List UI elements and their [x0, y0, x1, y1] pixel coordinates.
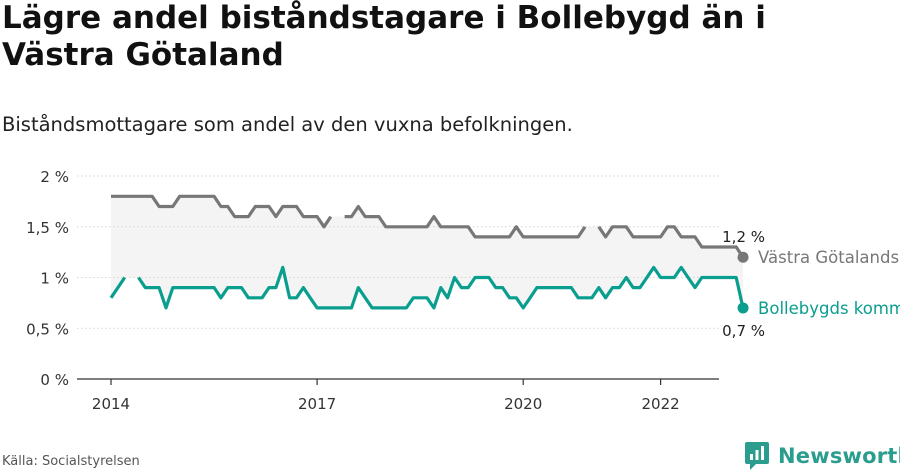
- brand-logo: Newsworthy: [744, 441, 900, 471]
- x-tick-label: 2017: [298, 395, 336, 413]
- x-tick-label: 2014: [92, 395, 130, 413]
- chart-subtitle: Biståndsmottagare som andel av den vuxna…: [2, 113, 573, 136]
- series-end-marker-1: [737, 302, 749, 314]
- series-line-1: [109, 265, 745, 310]
- series-name-label-0: Västra Götalands län: [758, 248, 900, 267]
- series-labels: Västra Götalands län 1,2 % Bollebygds komm…: [722, 228, 900, 340]
- y-tick-label: 1,5 %: [26, 219, 69, 237]
- x-tick-label: 2022: [642, 395, 680, 413]
- chart-title: Lägre andel biståndstagare i Bollebygd ä…: [2, 0, 766, 73]
- range-band-layer: [111, 196, 743, 308]
- series-line-0: [111, 194, 745, 259]
- newsworthy-logo-icon: [745, 442, 769, 470]
- axes: 0 % 0,5 % 1 % 1,5 % 2 % 2014 2017 2020 2022: [26, 168, 719, 413]
- series-end-marker-0: [737, 251, 749, 263]
- series-value-label-0: 1,2 %: [722, 228, 765, 246]
- series-name-label-1: Bollebygds kommun: [758, 299, 900, 318]
- series-value-label-1: 0,7 %: [722, 322, 765, 340]
- y-tick-label: 1 %: [40, 270, 69, 288]
- series-lines: [109, 194, 749, 314]
- y-tick-label: 0,5 %: [26, 320, 69, 338]
- y-tick-label: 2 %: [40, 168, 69, 186]
- source-note: Källa: Socialstyrelsen: [2, 454, 140, 469]
- y-tick-label: 0 %: [40, 371, 69, 389]
- range-band: [111, 196, 743, 308]
- x-tick-label: 2020: [504, 395, 542, 413]
- brand-name: Newsworthy: [778, 444, 900, 468]
